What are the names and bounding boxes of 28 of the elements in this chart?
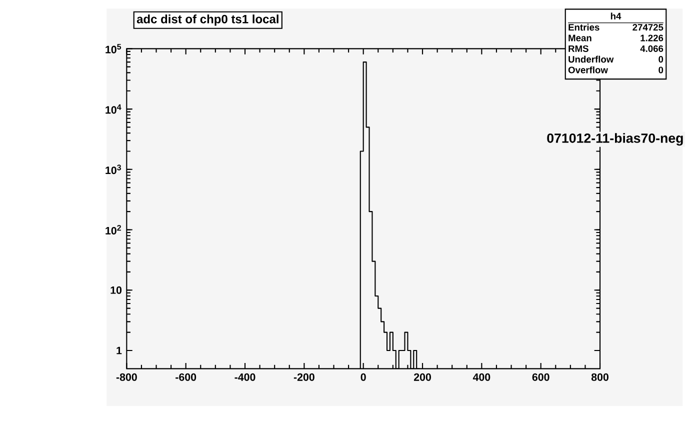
annotation: Underflow bbox=[568, 56, 614, 63]
annotation: RMS bbox=[568, 45, 588, 52]
text: 1.226 bbox=[640, 34, 664, 42]
y-tick-label: 10$^{2}$ bbox=[106, 225, 121, 234]
text: Entries bbox=[568, 24, 600, 31]
x-tick-label: 800 bbox=[591, 373, 608, 381]
text: 274725 bbox=[632, 24, 664, 31]
y-tick-label: 10$^{3}$ bbox=[106, 164, 122, 174]
text: 0 bbox=[658, 56, 664, 63]
x-tick-label: 600 bbox=[532, 373, 550, 381]
text: 0 bbox=[658, 66, 664, 74]
x-tick-label: -600 bbox=[176, 373, 196, 381]
y-tick-label: 1 bbox=[116, 346, 122, 354]
annotation: 071012-11-bias70-neg bbox=[547, 133, 683, 146]
chart-title: adc dist of chp0 ts1 local bbox=[136, 14, 278, 26]
x-tick-label: -400 bbox=[234, 373, 256, 381]
y-tick-label: 10 bbox=[110, 286, 122, 294]
annotation: Overflow bbox=[568, 66, 608, 74]
x-tick-label: 400 bbox=[472, 373, 490, 381]
x-tick-label: -800 bbox=[116, 373, 137, 381]
x-tick-label: 0 bbox=[360, 373, 366, 381]
text: Mean bbox=[568, 34, 592, 42]
text: h4 bbox=[610, 12, 622, 20]
y-tick-label: 10$^{5}$ bbox=[106, 44, 122, 54]
y-tick-label: 10$^{4}$ bbox=[106, 104, 122, 114]
text: 4.066 bbox=[640, 45, 664, 52]
x-tick-label: 200 bbox=[414, 373, 431, 381]
x-tick-label: -200 bbox=[294, 373, 314, 381]
